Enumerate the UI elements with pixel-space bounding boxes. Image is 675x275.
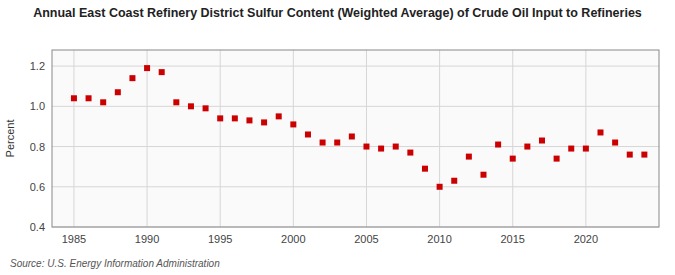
y-grid-line — [52, 146, 659, 147]
scatter-point — [554, 156, 560, 162]
title-line: Annual East Coast Refinery District Sulf… — [33, 6, 642, 20]
scatter-point — [188, 103, 194, 109]
scatter-point — [246, 117, 252, 123]
scatter-point — [290, 121, 296, 127]
scatter-point — [539, 138, 545, 144]
scatter-point — [466, 154, 472, 160]
scatter-point — [480, 172, 486, 178]
y-grid-line — [52, 106, 659, 107]
x-grid-line — [73, 50, 74, 227]
chart-svg: Annual East Coast Refinery District Sulf… — [0, 0, 675, 275]
scatter-point — [393, 144, 399, 150]
scatter-point — [407, 150, 413, 156]
y-tick-label: 0.8 — [30, 141, 45, 153]
scatter-point — [203, 105, 209, 111]
scatter-point — [627, 152, 633, 158]
scatter-point — [261, 119, 267, 125]
x-grid-line — [366, 50, 367, 227]
scatter-point — [363, 144, 369, 150]
scatter-point — [232, 115, 238, 121]
y-axis-label: Percent — [4, 120, 16, 158]
scatter-point — [320, 140, 326, 146]
chart-container: Annual East Coast Refinery District Sulf… — [0, 0, 675, 275]
scatter-point — [583, 146, 589, 152]
data-points — [71, 65, 647, 190]
x-tick-label: 2015 — [500, 233, 524, 245]
grid — [52, 50, 659, 227]
x-grid-line — [585, 50, 586, 227]
scatter-point — [597, 129, 603, 135]
scatter-point — [217, 115, 223, 121]
scatter-point — [144, 65, 150, 71]
x-tick-label: 2010 — [427, 233, 451, 245]
scatter-point — [173, 99, 179, 105]
scatter-point — [305, 131, 311, 137]
plot-frame — [52, 50, 659, 227]
y-tick-label: 0.6 — [30, 181, 45, 193]
x-tick-label: 1995 — [208, 233, 232, 245]
x-tick-label: 2005 — [354, 233, 378, 245]
y-tick-label: 1.2 — [30, 60, 45, 72]
x-grid-line — [439, 50, 440, 227]
scatter-point — [349, 133, 355, 139]
x-tick-label: 1985 — [62, 233, 86, 245]
chart-title: Annual East Coast Refinery District Sulf… — [33, 6, 642, 20]
scatter-point — [276, 113, 282, 119]
scatter-point — [71, 95, 77, 101]
scatter-point — [159, 69, 165, 75]
scatter-point — [334, 140, 340, 146]
annotation: Source: U.S. Energy Information Administ… — [10, 258, 220, 269]
scatter-point — [437, 184, 443, 190]
x-grid-line — [293, 50, 294, 227]
scatter-point — [524, 144, 530, 150]
scatter-point — [568, 146, 574, 152]
scatter-point — [129, 75, 135, 81]
scatter-point — [641, 152, 647, 158]
tick-labels: 0.4 0.6 0.8 1.0 1.2 1985 1990 1995 2000 2005 2010 2… — [30, 60, 598, 245]
x-grid-line — [147, 50, 148, 227]
plot-area — [52, 50, 659, 227]
scatter-point — [115, 89, 121, 95]
scatter-point — [86, 95, 92, 101]
scatter-point — [100, 99, 106, 105]
scatter-point — [378, 146, 384, 152]
x-grid-line — [220, 50, 221, 227]
y-tick-label: 1.0 — [30, 100, 45, 112]
y-grid-line — [52, 66, 659, 67]
y-tick-label: 0.4 — [30, 221, 45, 233]
x-tick-label: 2000 — [281, 233, 305, 245]
scatter-point — [495, 142, 501, 148]
scatter-point — [510, 156, 516, 162]
y-grid-line — [52, 186, 659, 187]
scatter-point — [422, 166, 428, 172]
scatter-point — [612, 140, 618, 146]
x-tick-label: 1990 — [135, 233, 159, 245]
x-grid-line — [512, 50, 513, 227]
scatter-point — [451, 178, 457, 184]
x-tick-label: 2020 — [574, 233, 598, 245]
